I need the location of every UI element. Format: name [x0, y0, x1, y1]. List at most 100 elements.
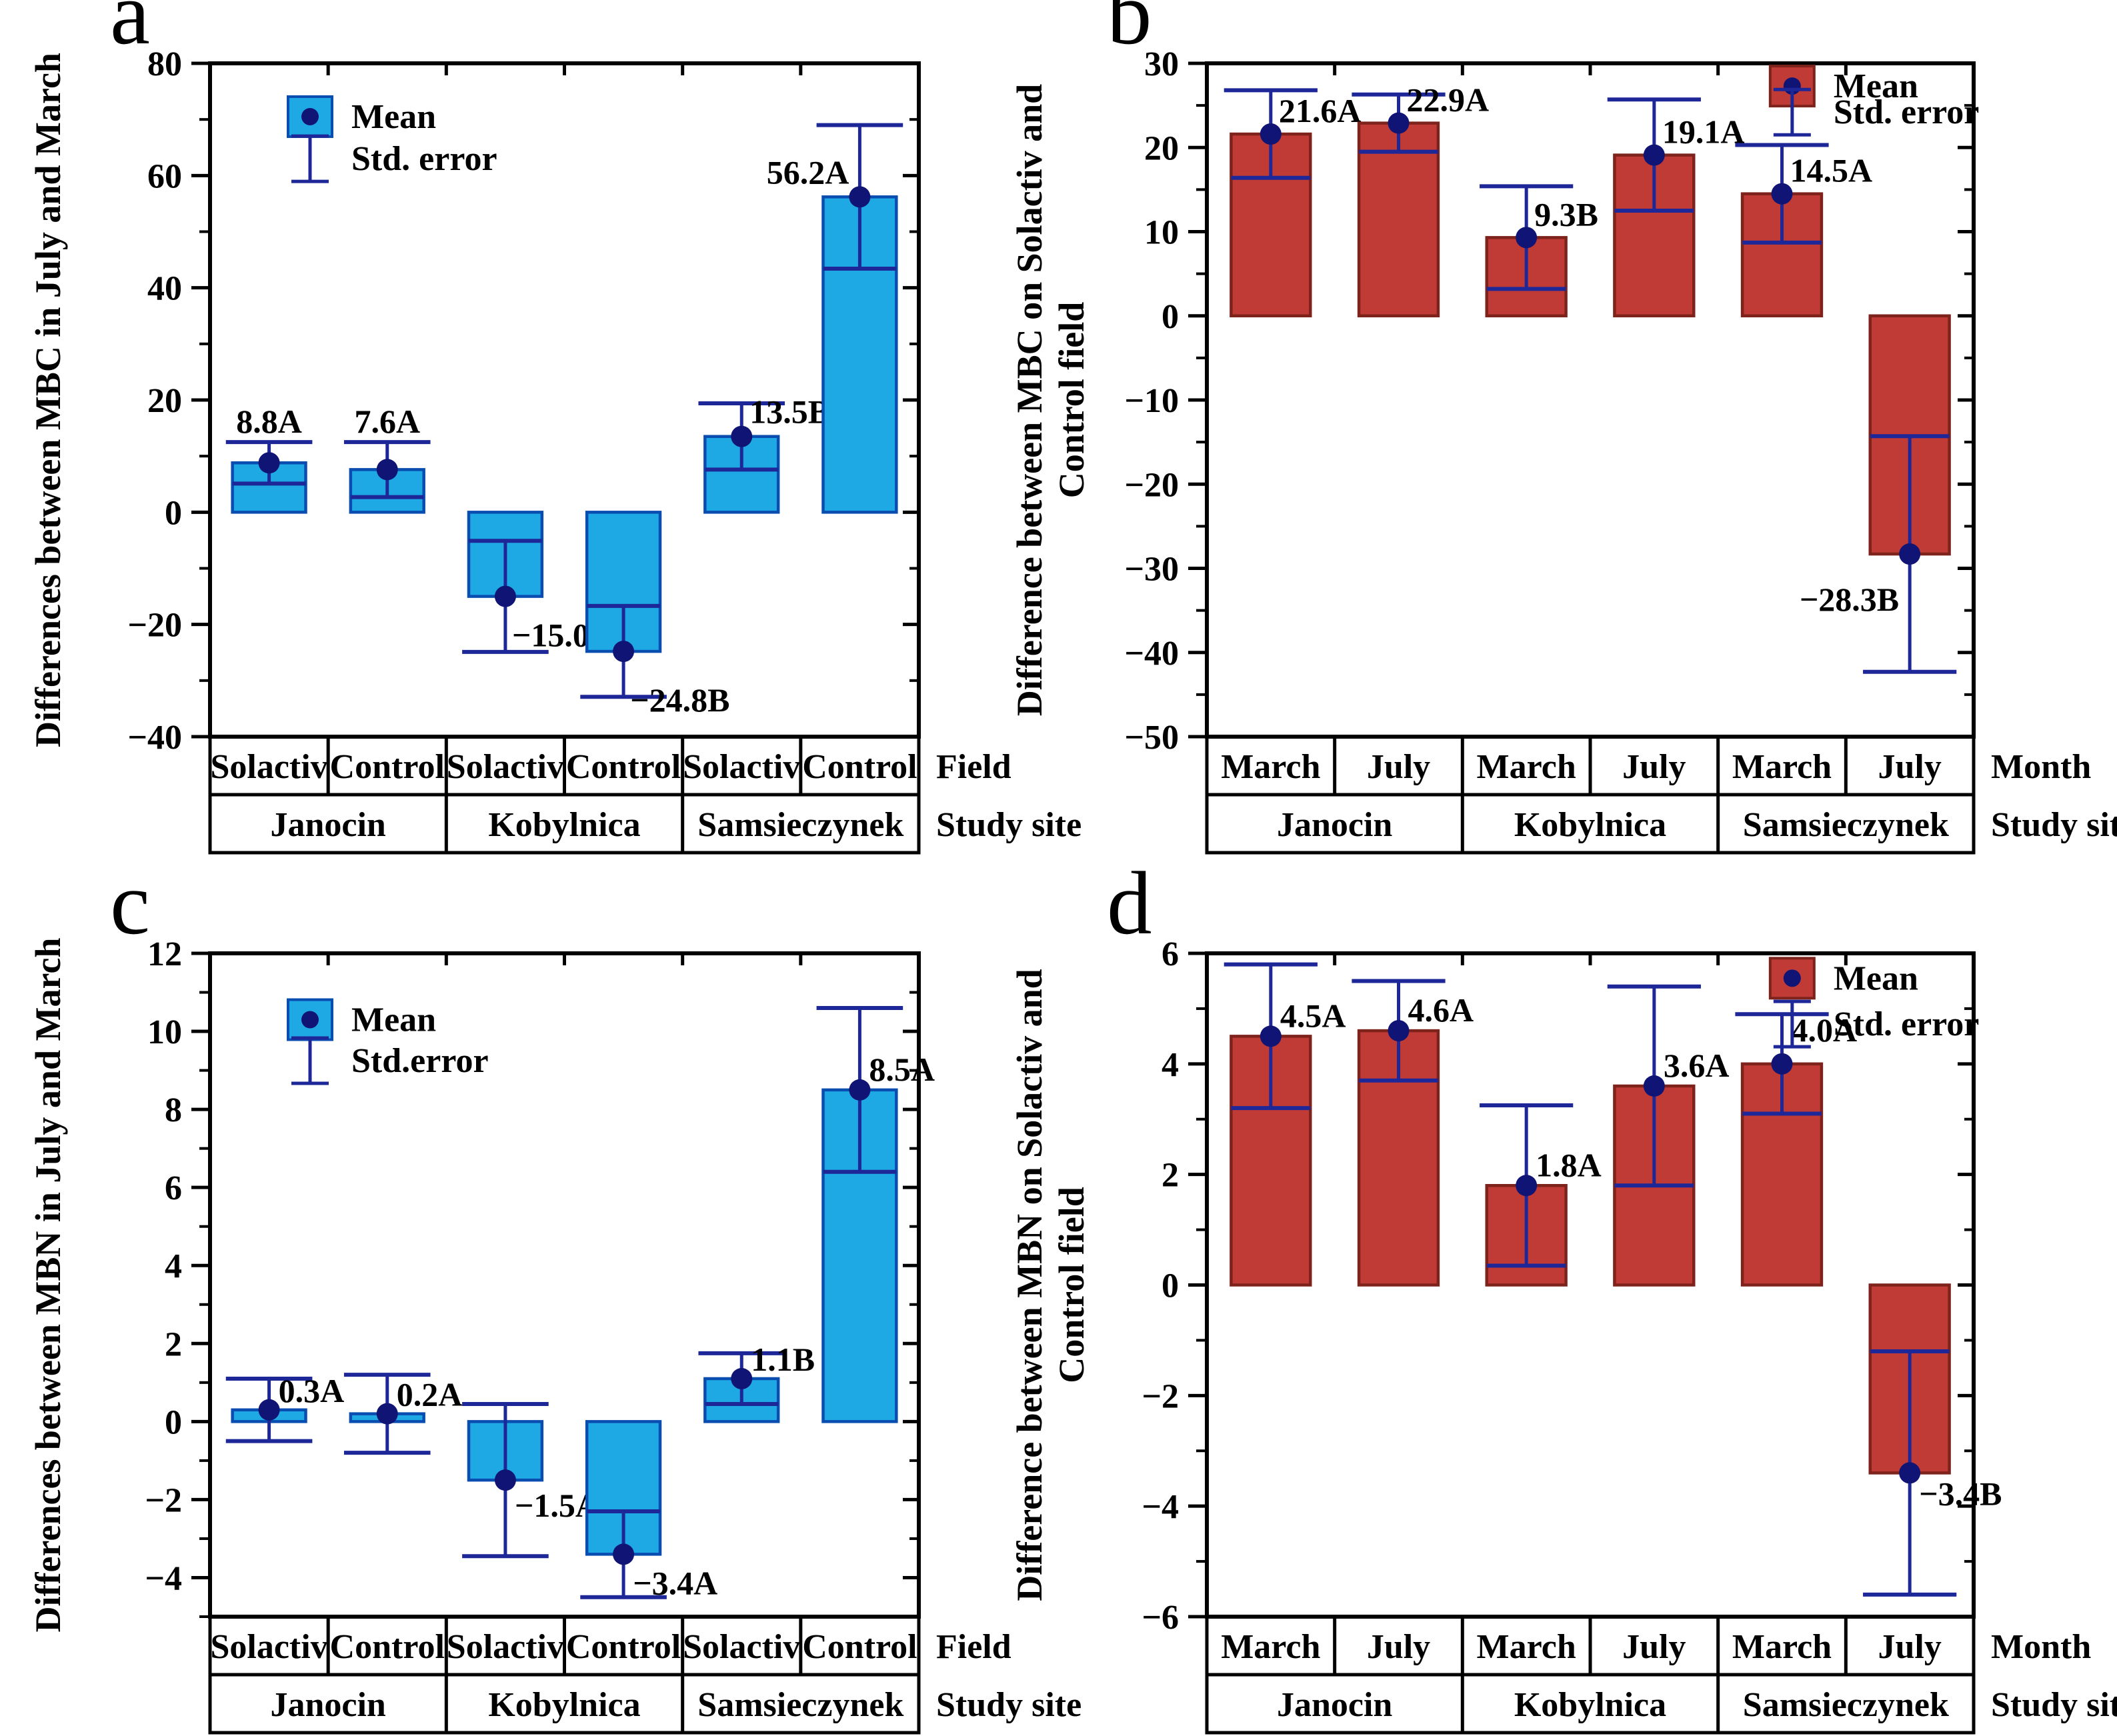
- y-tick-label: 8: [165, 1091, 182, 1129]
- panel-a-row1-axis-label: Field: [936, 748, 1011, 786]
- panel-d-bar-4-value-label: 3.6A: [1664, 1047, 1730, 1084]
- panel-b-bar-6: −28.3B: [1800, 314, 1957, 674]
- panel-a-bar-4: −24.8B: [580, 511, 729, 719]
- panel-c-col-label-5: Solactiv: [683, 1628, 800, 1666]
- mean-dot: [613, 1543, 635, 1565]
- panel-c-col-label-6: Control: [802, 1628, 917, 1666]
- mean-dot: [1643, 1075, 1665, 1097]
- panel-b-col-label-6: July: [1878, 748, 1941, 786]
- y-tick-label: −50: [1124, 719, 1179, 757]
- mean-dot: [1388, 112, 1410, 134]
- panel-b-bar-6-value-label: −28.3B: [1800, 581, 1899, 618]
- panel-a-bar-1-value-label: 8.8A: [236, 403, 302, 440]
- y-tick-label: −2: [145, 1481, 182, 1519]
- panel-d-bar-1-value-label: 4.5A: [1280, 997, 1346, 1034]
- panel-b-bar-5-value-label: 14.5A: [1790, 152, 1873, 189]
- panel-a-bar-6-value-label: 56.2A: [767, 153, 849, 191]
- panel-c-legend-mean-label: Mean: [351, 1001, 436, 1039]
- mean-dot: [494, 585, 516, 607]
- panel-b-bar-3: 9.3B: [1480, 184, 1598, 317]
- panel-c-bar-4-value-label: −3.4A: [633, 1564, 717, 1601]
- panel-d-y-axis-title-line1: Difference between MBN on Solactiv and: [1009, 969, 1049, 1601]
- panel-b-row1-axis-label: Month: [1991, 748, 2091, 786]
- y-tick-label: −40: [1124, 635, 1179, 673]
- panel-c-bar-2-value-label: 0.2A: [397, 1376, 463, 1413]
- mean-dot: [376, 1403, 398, 1425]
- panel-a-bar-6: 56.2A: [767, 123, 903, 514]
- panel-a-legend-stderr-label: Std. error: [351, 140, 497, 178]
- panel-a-y-axis-title: Differences between MBC in July and Marc…: [28, 53, 68, 747]
- mean-dot: [731, 1367, 753, 1389]
- panel-d-site-label-2: Kobylnica: [1514, 1686, 1666, 1724]
- panel-d-x-table: March July March July March July Janocin Kobyln…: [1205, 1615, 2117, 1735]
- panel-c-row1-axis-label: Field: [936, 1628, 1011, 1666]
- panel-d-col-label-3: March: [1477, 1628, 1576, 1666]
- panel-b-legend-stderr-label: Std. error: [1834, 93, 1980, 131]
- y-tick-label: −40: [127, 719, 182, 757]
- panel-d-col-label-2: July: [1367, 1628, 1430, 1666]
- y-tick-label: 60: [147, 157, 182, 195]
- panel-a-legend: Mean Std. error: [287, 95, 497, 183]
- y-tick-label: 30: [1144, 45, 1179, 83]
- panel-d-plot-box: [1205, 951, 1976, 1619]
- panel-d-bar-5-value-label: 4.0A: [1792, 1011, 1858, 1049]
- panel-b-col-label-2: July: [1367, 748, 1430, 786]
- panel-b: 21.6A 22.9A 9.3B 19.1A 14.5A −28.3B 30 20 10 0 −10…: [1009, 0, 2117, 855]
- y-tick-label: 10: [1144, 214, 1179, 252]
- mean-dot: [494, 1469, 516, 1491]
- panel-b-col-label-3: March: [1477, 748, 1576, 786]
- mean-dot: [258, 1399, 280, 1421]
- panel-a-x-table: Solactiv Control Solactiv Control Solactiv Co…: [208, 735, 1082, 855]
- panel-b-y-axis-title-line1: Difference between MBC on Solactiv and: [1009, 84, 1049, 716]
- y-tick-label: −20: [1124, 466, 1179, 504]
- y-tick-label: −10: [1124, 382, 1179, 420]
- y-tick-label: 2: [1162, 1157, 1179, 1195]
- y-tick-label: 0: [1162, 1267, 1179, 1305]
- y-tick-label: −4: [145, 1559, 182, 1597]
- y-tick-label: −2: [1142, 1377, 1179, 1415]
- panel-a-bar-2-value-label: 7.6A: [354, 403, 420, 440]
- panel-d-bar-4: 3.6A: [1607, 984, 1730, 1287]
- panel-c-bar-1: 0.3A: [225, 1372, 345, 1443]
- y-tick-label: 2: [165, 1325, 182, 1363]
- panel-b-bar-4: 19.1A: [1607, 97, 1744, 317]
- panel-c-bar-1-value-label: 0.3A: [279, 1372, 345, 1409]
- panel-a-col-label-6: Control: [802, 748, 917, 786]
- panel-c-col-label-4: Control: [566, 1628, 681, 1666]
- mean-dot: [1643, 144, 1665, 166]
- panel-c-bar-3: −1.5A: [462, 1402, 599, 1559]
- panel-c-bar-3-value-label: −1.5A: [515, 1487, 599, 1524]
- panel-d-bar-3: 1.8A: [1480, 1103, 1602, 1287]
- y-tick-label: −20: [127, 607, 182, 645]
- panel-a-col-label-1: Solactiv: [210, 748, 327, 786]
- panel-d-row1-axis-label: Month: [1991, 1628, 2091, 1666]
- panel-d-bar-3-value-label: 1.8A: [1536, 1146, 1602, 1183]
- panel-c-col-label-1: Solactiv: [210, 1628, 327, 1666]
- panel-d-bar-2-value-label: 4.6A: [1408, 991, 1474, 1029]
- panel-d-col-label-5: March: [1732, 1628, 1832, 1666]
- panel-a-bar-5: 13.5B: [698, 393, 830, 514]
- panel-b-y-axis-title-line2: Control field: [1051, 302, 1092, 499]
- mean-dot: [1388, 1020, 1410, 1042]
- panel-c-site-label-1: Janocin: [270, 1686, 385, 1724]
- panel-b-x-table: March July March July March July Janocin Kobyln…: [1205, 735, 2117, 855]
- y-tick-label: 20: [147, 382, 182, 420]
- panel-d-site-label-1: Janocin: [1277, 1686, 1392, 1724]
- panel-a-site-label-1: Janocin: [270, 806, 385, 844]
- y-tick-label: 10: [147, 1013, 182, 1051]
- mean-dot: [1516, 1175, 1538, 1197]
- panel-b-letter: b: [1107, 0, 1152, 63]
- panel-c-bar-4: −3.4A: [580, 1420, 717, 1601]
- panel-c-site-label-3: Samsieczynek: [697, 1686, 903, 1724]
- mean-dot: [376, 459, 398, 481]
- legend-mean-dot-icon: [301, 1011, 319, 1029]
- panel-b-site-label-2: Kobylnica: [1514, 806, 1666, 844]
- panel-a-site-label-2: Kobylnica: [488, 806, 640, 844]
- panel-a-col-label-4: Control: [566, 748, 681, 786]
- panel-c-bar-2: 0.2A: [343, 1373, 463, 1455]
- y-tick-label: 80: [147, 45, 182, 83]
- legend-mean-dot-icon: [1783, 969, 1801, 987]
- panel-c-x-table: Solactiv Control Solactiv Control Solactiv Co…: [208, 1615, 1082, 1735]
- panel-a-col-label-5: Solactiv: [683, 748, 800, 786]
